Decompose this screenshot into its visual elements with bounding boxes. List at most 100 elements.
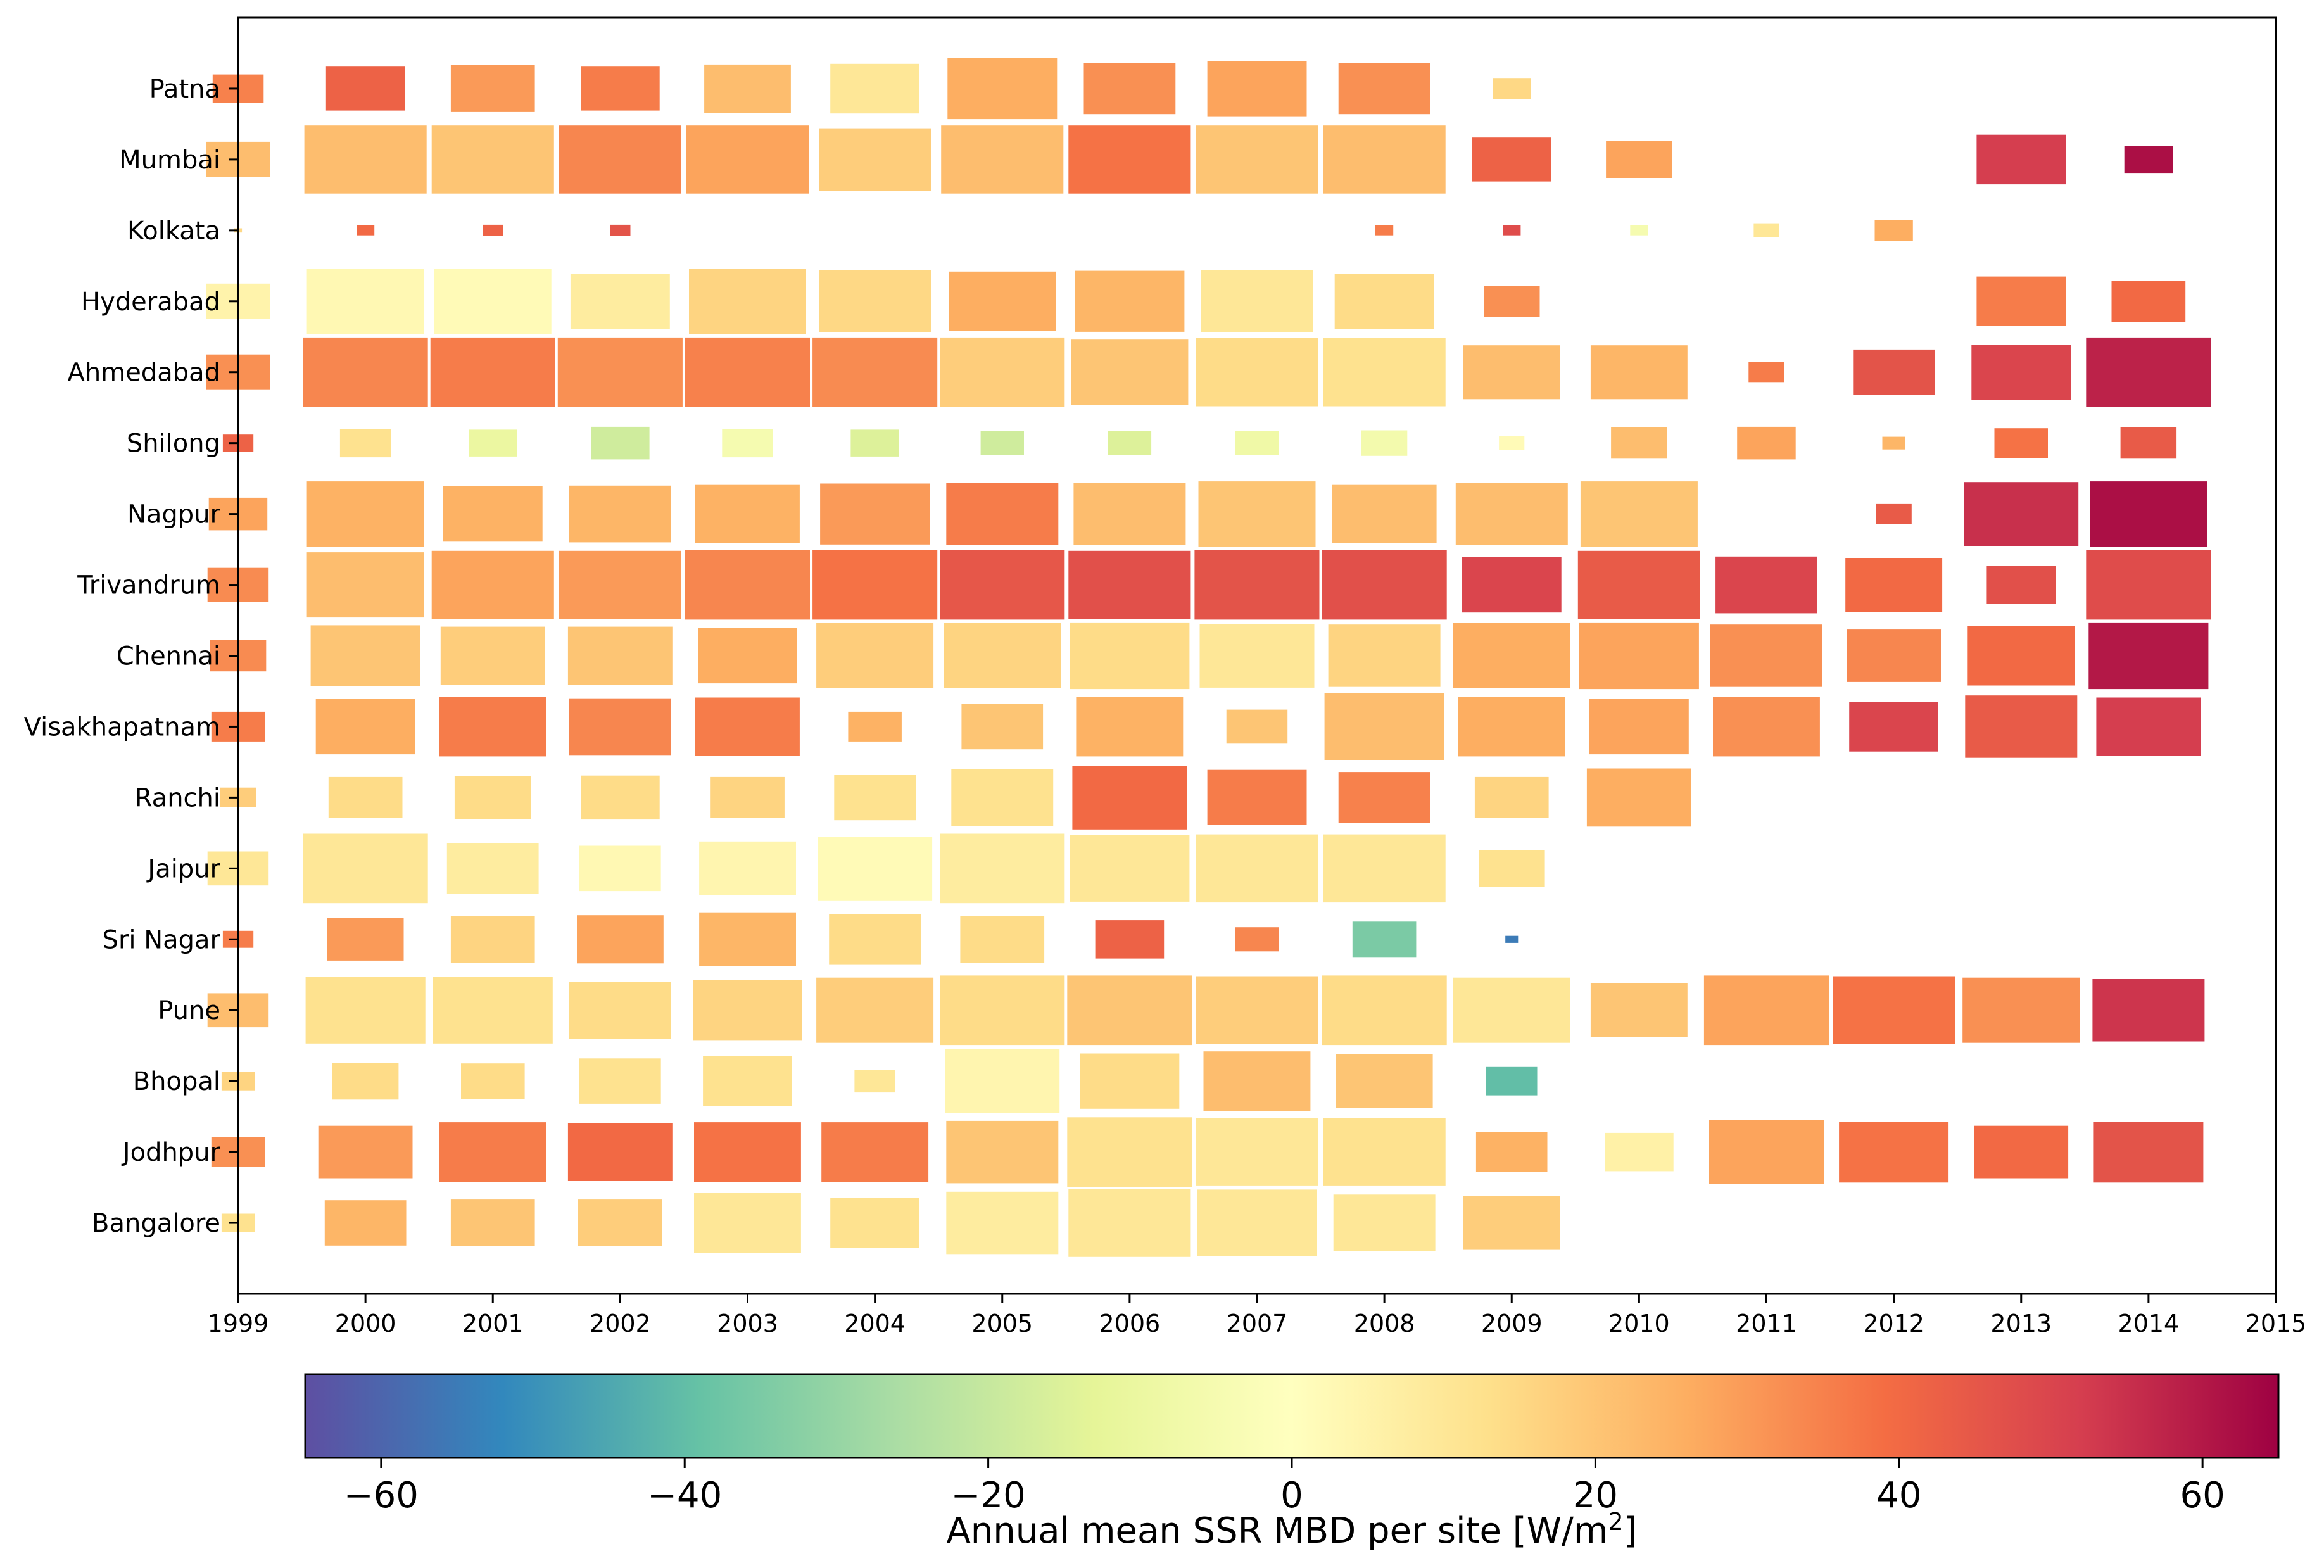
cell-trivandrum-2005 [940, 550, 1065, 620]
cell-kolkata-2011 [1753, 223, 1779, 237]
cell-jodhpur-2008 [1323, 1118, 1446, 1186]
cell-chennai-2013 [1967, 626, 2075, 686]
cell-bangalore-2009 [1463, 1196, 1560, 1250]
cell-pune-2005 [940, 975, 1065, 1046]
cell-nagpur-2009 [1455, 483, 1568, 545]
site-label: Jaipur [146, 854, 220, 883]
cell-jaipur-2000 [303, 833, 428, 904]
cell-bhopal-2009 [1486, 1066, 1538, 1096]
colorbar-label-end: ] [1624, 1510, 1638, 1552]
cell-jodhpur-2002 [567, 1123, 673, 1181]
site-label: Patna [149, 75, 220, 104]
colorbar-tick-label: 40 [1876, 1475, 1921, 1516]
cell-shilong-2010 [1611, 427, 1667, 459]
cell-ranchi-2003 [710, 776, 785, 818]
x-tick-label: 2004 [844, 1310, 906, 1337]
colorbar-label: Annual mean SSR MBD per site [W/m2] [947, 1508, 1638, 1552]
colorbar-gradient [304, 1373, 2280, 1459]
cell-jodhpur-2011 [1709, 1120, 1824, 1184]
cell-bangalore-2006 [1068, 1189, 1191, 1257]
cell-ahmedabad-2000 [303, 337, 428, 407]
cell-trivandrum-2014 [2086, 550, 2211, 620]
site-label: Bangalore [92, 1209, 220, 1238]
cell-trivandrum-2012 [1845, 558, 1943, 612]
cell-jaipur-2003 [699, 841, 796, 895]
cell-sri-nagar-2003 [699, 912, 796, 966]
site-label: Ahmedabad [68, 358, 220, 388]
cell-visakhapatnam-2002 [569, 698, 671, 756]
cell-patna-2002 [581, 66, 660, 111]
cell-trivandrum-2001 [431, 550, 554, 619]
cell-pune-2011 [1703, 975, 1829, 1046]
cell-bhopal-2003 [703, 1056, 792, 1106]
cell-chennai-2008 [1328, 624, 1441, 687]
cell-nagpur-2005 [946, 483, 1059, 545]
cell-jodhpur-2001 [439, 1122, 546, 1182]
cell-chennai-2009 [1453, 623, 1570, 688]
cell-jaipur-2009 [1479, 850, 1545, 887]
cell-sri-nagar-2000 [327, 918, 404, 961]
cell-sri-nagar-2007 [1235, 927, 1279, 952]
cell-trivandrum-2002 [559, 550, 681, 619]
colorbar: −60 −40 −20 0 20 40 60 Annual mean SSR MBD per… [304, 1373, 2280, 1552]
site-label: Shilong [127, 429, 220, 458]
cell-shilong-2006 [1108, 431, 1152, 455]
cell-nagpur-2013 [1964, 482, 2079, 546]
site-label: Hyderabad [81, 288, 220, 317]
cell-jaipur-2002 [579, 845, 661, 892]
cell-patna-2006 [1083, 63, 1176, 115]
cell-pune-2000 [305, 977, 426, 1044]
site-label: Bhopal [133, 1067, 220, 1096]
cell-chennai-2003 [698, 628, 797, 684]
cell-nagpur-2003 [695, 484, 800, 543]
cell-chennai-2007 [1199, 624, 1315, 688]
cell-jodhpur-2010 [1605, 1132, 1674, 1172]
cell-ranchi-2007 [1207, 769, 1307, 825]
cell-ranchi-2004 [834, 775, 916, 821]
colorbar-tick-label: −40 [647, 1475, 722, 1516]
site-label: Jodhpur [121, 1138, 221, 1167]
cell-ahmedabad-2008 [1323, 338, 1446, 407]
cell-sri-nagar-2001 [450, 916, 535, 963]
cell-mumbai-2004 [819, 128, 931, 191]
colorbar-label-superscript: 2 [1608, 1508, 1623, 1536]
site-label: Pune [158, 996, 220, 1025]
cell-bangalore-2002 [578, 1199, 662, 1246]
cell-visakhapatnam-2003 [695, 697, 800, 756]
cell-patna-2009 [1493, 78, 1531, 99]
cell-visakhapatnam-2004 [848, 711, 902, 742]
cell-trivandrum-2007 [1194, 550, 1320, 620]
cell-hyderabad-2004 [819, 270, 931, 332]
cell-bangalore-2008 [1333, 1194, 1436, 1251]
cell-trivandrum-2013 [1986, 566, 2056, 604]
cell-hyderabad-2005 [949, 271, 1056, 331]
cell-shilong-2008 [1361, 430, 1408, 456]
cell-jodhpur-2004 [821, 1122, 929, 1182]
cell-pune-2006 [1067, 975, 1192, 1046]
cell-mumbai-2003 [686, 125, 809, 194]
site-label: Ranchi [135, 783, 220, 812]
cell-trivandrum-2003 [685, 550, 810, 620]
x-tick-label: 2015 [2245, 1310, 2307, 1337]
cell-jodhpur-2003 [694, 1122, 801, 1182]
cell-chennai-2006 [1070, 622, 1190, 690]
cell-nagpur-2014 [2090, 481, 2207, 547]
cell-bhopal-2002 [579, 1058, 661, 1104]
cell-ranchi-2000 [328, 776, 403, 818]
cell-kolkata-2008 [1375, 225, 1394, 236]
cell-sri-nagar-2002 [577, 915, 664, 964]
cell-ranchi-2001 [454, 776, 531, 819]
site-label: Chennai [117, 642, 220, 671]
cell-bangalore-2004 [830, 1198, 919, 1248]
cell-nagpur-2002 [569, 485, 671, 543]
site-label: Nagpur [127, 500, 221, 529]
cell-ahmedabad-2013 [1971, 345, 2071, 400]
cell-shilong-2013 [1994, 428, 2048, 458]
cell-mumbai-2001 [431, 125, 554, 194]
cell-kolkata-2010 [1630, 225, 1648, 236]
cell-pune-2013 [1962, 977, 2080, 1043]
cell-hyderabad-2014 [2111, 281, 2186, 322]
cell-jaipur-2004 [818, 837, 933, 901]
cell-hyderabad-2003 [689, 269, 806, 334]
cell-visakhapatnam-2005 [961, 704, 1044, 750]
